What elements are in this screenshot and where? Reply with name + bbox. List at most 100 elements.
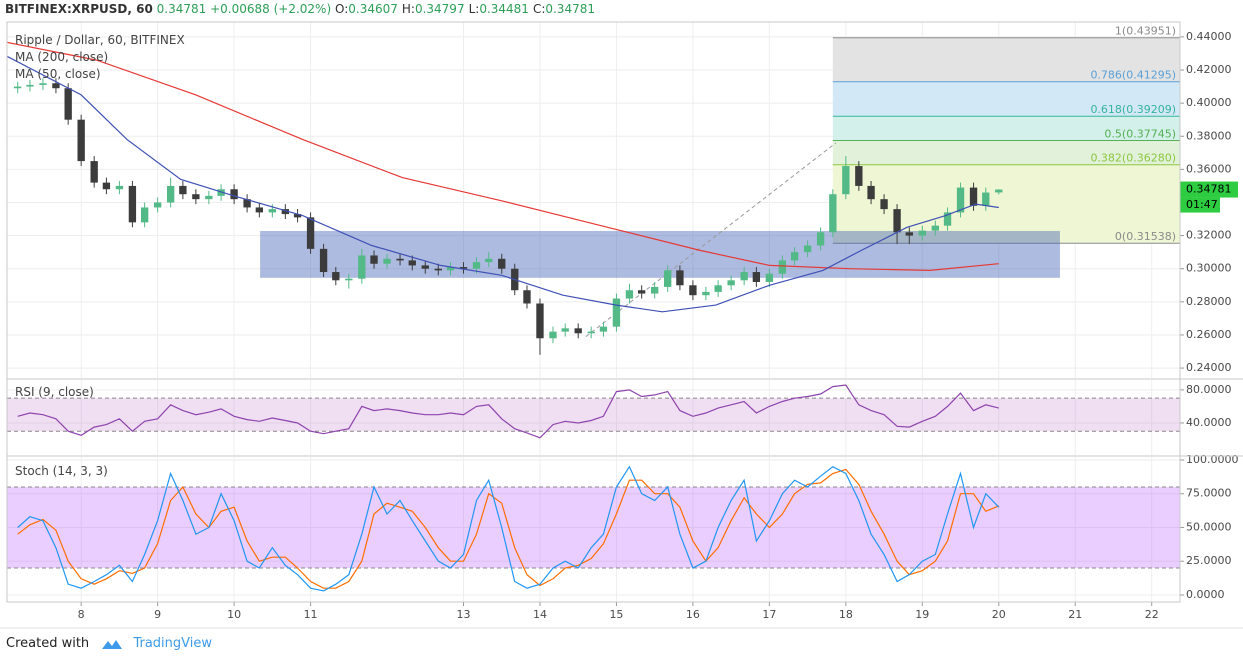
band xyxy=(7,486,1180,568)
range-box xyxy=(260,230,1060,278)
footer: Created with TradingView xyxy=(6,636,212,651)
ohlc-value: 0.34797 xyxy=(414,2,465,16)
fib-zone xyxy=(832,116,1180,141)
line-series xyxy=(17,465,1000,592)
y-tick-label: 0.42000 xyxy=(1186,63,1232,76)
band xyxy=(7,398,1180,432)
change: +0.00688 (+2.02%) xyxy=(210,2,332,16)
trend-line xyxy=(585,142,837,337)
candle-body xyxy=(306,217,315,249)
candle-body xyxy=(77,119,85,162)
fib-label: 0.618(0.39209) xyxy=(1090,103,1176,116)
candle-body xyxy=(434,268,442,271)
ohlc-value: 0.34481 xyxy=(479,2,529,16)
candle-body xyxy=(268,209,277,213)
fib-zone xyxy=(832,81,1180,117)
plot-layer: 1(0.43951) 0.786(0.41295) 0.618(0.39209) 0.… xyxy=(7,22,1239,621)
candle-body xyxy=(956,187,965,213)
candle-body xyxy=(128,185,137,223)
x-tick-label: 8 xyxy=(78,608,85,621)
candle-body xyxy=(651,286,659,294)
fib-zone xyxy=(832,37,1180,82)
fib-label: 1(0.43951) xyxy=(1115,25,1176,38)
candle-body xyxy=(587,331,595,334)
y-tick-label: 25.0000 xyxy=(1186,554,1232,567)
candle-body xyxy=(52,83,60,89)
ohlc-key: L: xyxy=(468,2,480,16)
candle-body xyxy=(638,290,646,294)
y-tick-label: 40.0000 xyxy=(1186,416,1232,429)
candle-body xyxy=(115,185,124,190)
candle-body xyxy=(345,278,353,281)
y-tick-label: 0.36000 xyxy=(1186,162,1232,175)
ohlc-key: O: xyxy=(334,2,349,16)
candle-body xyxy=(982,192,990,206)
x-tick-label: 13 xyxy=(457,608,471,621)
frame xyxy=(6,21,1181,603)
y-tick-label: 75.0000 xyxy=(1186,487,1232,500)
fib-label: 0.382(0.36280) xyxy=(1090,152,1176,165)
candle-body xyxy=(446,267,455,271)
pane xyxy=(7,380,1180,455)
symbol: BITFINEX:XRPUSD, 60 xyxy=(5,2,153,16)
candle-body xyxy=(14,86,22,89)
candle-body xyxy=(140,207,149,223)
candle-body xyxy=(293,214,302,218)
fib-zone xyxy=(832,140,1180,165)
candle-body xyxy=(243,199,251,208)
x-tick-label: 9 xyxy=(154,608,161,621)
y-tick-label: 0.32000 xyxy=(1186,229,1232,242)
candle-body xyxy=(689,285,697,296)
pane-title: RSI (9, close) xyxy=(15,385,94,399)
candle-body xyxy=(536,303,544,339)
x-tick-label: 14 xyxy=(533,608,547,621)
candle-body xyxy=(905,232,913,236)
candle-body xyxy=(396,258,404,261)
legend-entry: MA (200, close) xyxy=(15,50,109,64)
candle-body xyxy=(702,291,710,296)
x-tick-label: 20 xyxy=(992,608,1006,621)
candle-body xyxy=(752,272,761,282)
line-series xyxy=(7,41,999,272)
y-tick-label: 0.0000 xyxy=(1186,588,1225,601)
candle-body xyxy=(319,248,328,273)
candle-body xyxy=(829,194,837,233)
ohlc-value: 0.34607 xyxy=(348,2,398,16)
candle-body xyxy=(383,258,391,264)
x-tick-label: 21 xyxy=(1068,608,1082,621)
candle-body xyxy=(574,328,582,334)
ohlc: O:0.34607 H:0.34797 L:0.34481 C:0.34781 xyxy=(335,2,599,16)
created-with: Created with xyxy=(6,636,90,651)
chart-title: Ripple / Dollar, 60, BITFINEX xyxy=(15,33,185,47)
candle-body xyxy=(192,194,200,200)
fib-label: 0.786(0.41295) xyxy=(1090,69,1176,82)
line-series xyxy=(7,55,999,313)
candle-body xyxy=(166,185,175,203)
countdown-label: 01:47 xyxy=(1186,198,1218,211)
ohlc-key: C: xyxy=(532,2,546,16)
header: BITFINEX:XRPUSD, 60 0.34781 +0.00688 (+2… xyxy=(5,2,599,16)
candle-body xyxy=(102,182,111,190)
y-tick-label: 80.0000 xyxy=(1186,383,1232,396)
y-tick-label: 0.40000 xyxy=(1186,96,1232,109)
candle-body xyxy=(676,270,684,286)
line-series xyxy=(17,468,1000,589)
candle-body xyxy=(778,260,787,274)
candle-body xyxy=(205,195,213,200)
y-tick-label: 0.26000 xyxy=(1186,328,1232,341)
line-series xyxy=(17,384,999,439)
candle-body xyxy=(39,83,47,85)
candle-body xyxy=(790,252,799,261)
candle-body xyxy=(523,290,531,304)
x-tick-label: 17 xyxy=(762,608,776,621)
candle-body xyxy=(90,161,98,183)
x-tick-label: 11 xyxy=(304,608,318,621)
candle-body xyxy=(217,189,225,196)
candle-body xyxy=(931,225,939,231)
pane: 1(0.43951) 0.786(0.41295) 0.618(0.39209) 0.… xyxy=(7,22,1180,378)
y-tick-label: 0.28000 xyxy=(1186,295,1232,308)
candle-body xyxy=(485,258,493,263)
last-price-label: 0.34781 xyxy=(1186,183,1232,196)
x-tick-label: 19 xyxy=(915,608,929,621)
